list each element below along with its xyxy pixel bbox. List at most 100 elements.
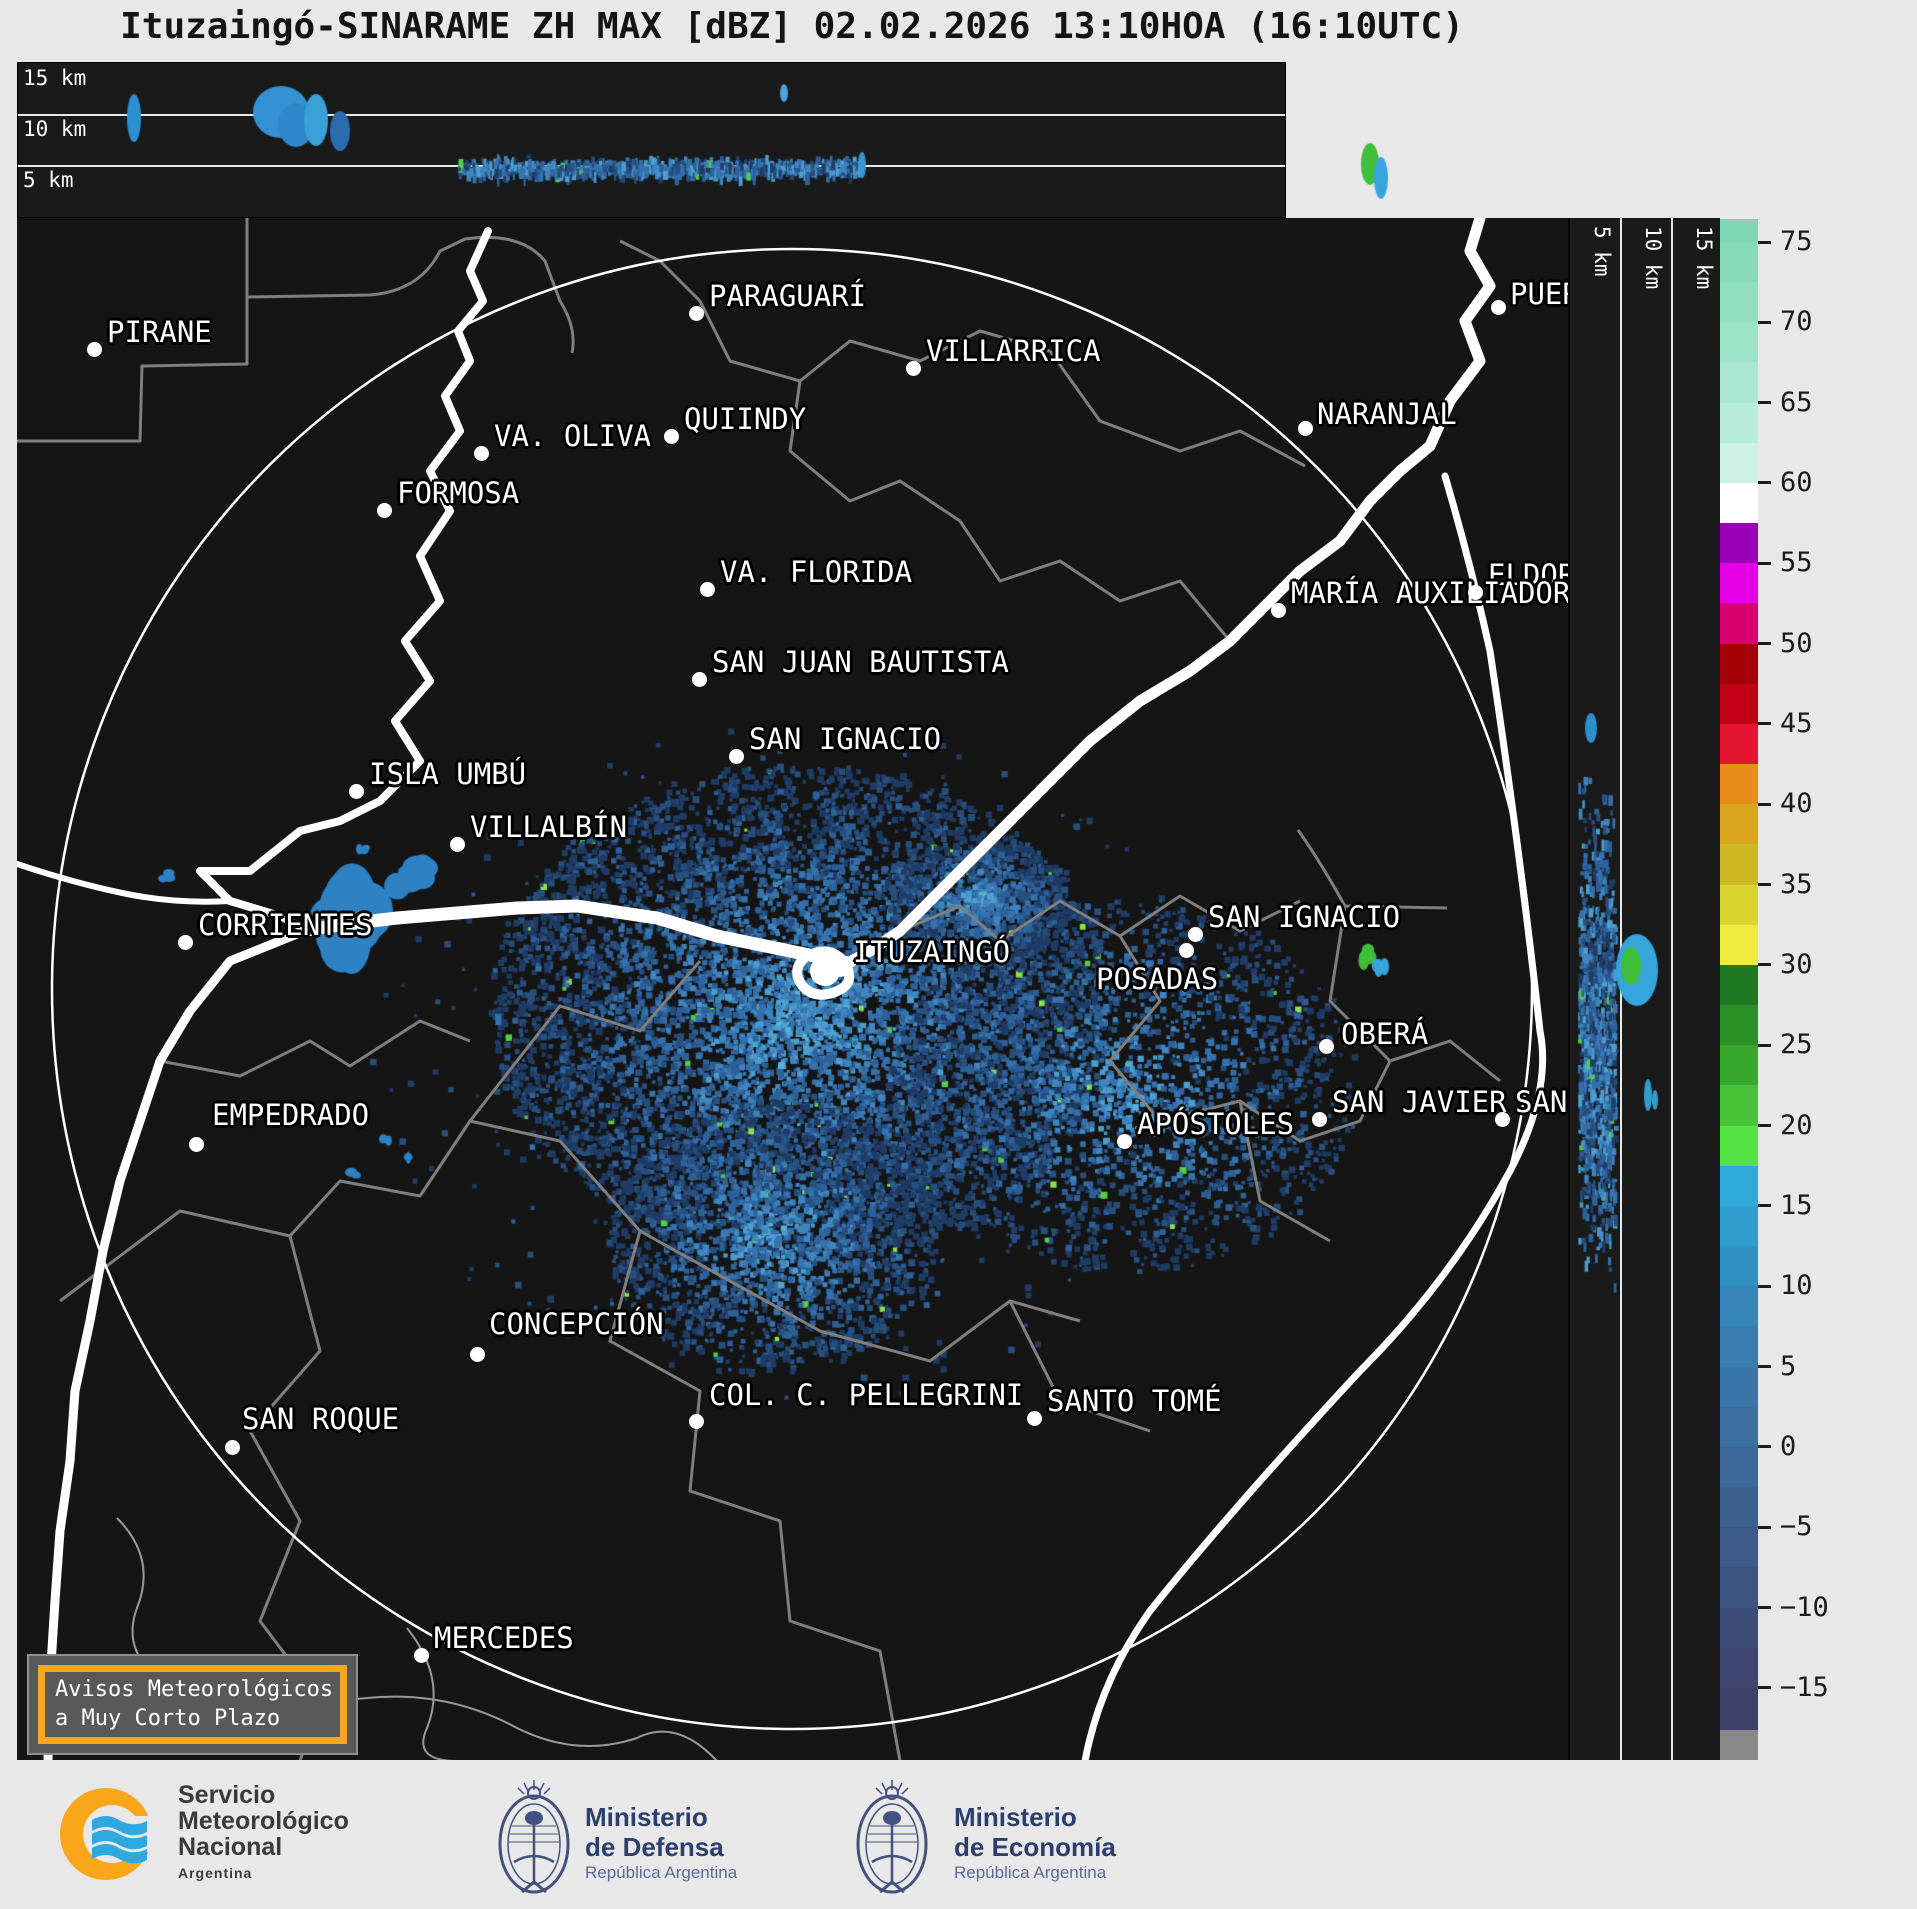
city-label: SANTO TOMÉ [1047, 1384, 1222, 1418]
colorbar-segment [1720, 1406, 1758, 1447]
colorbar-tick [1758, 561, 1771, 565]
colorbar-tick [1758, 1686, 1771, 1690]
city-dot [1491, 300, 1506, 315]
right-cross-section-panel: 5 km 10 km 15 km [1568, 218, 1720, 1760]
colorbar-segment [1720, 1607, 1758, 1648]
colorbar-tick-label: 65 [1780, 386, 1813, 418]
colorbar-tick [1758, 802, 1771, 806]
city-label: ISLA UMBÚ [369, 757, 527, 791]
city-label: VILLALBÍN [470, 810, 628, 844]
admin-borders [17, 218, 1501, 1760]
colorbar-segment [1720, 1446, 1758, 1488]
altitude-line-10km [18, 114, 1285, 116]
distance-label-5km: 5 km [1590, 226, 1614, 277]
colorbar-segment [1720, 1205, 1758, 1247]
city-dot [1495, 1112, 1510, 1127]
economia-wordmark: Ministerio de Economía República Argenti… [954, 1802, 1116, 1882]
colorbar-tick [1758, 642, 1771, 646]
city-label: COL. C. PELLEGRINI [709, 1378, 1024, 1412]
colorbar-segment [1720, 723, 1758, 765]
smn-logo-icon [60, 1788, 153, 1880]
colorbar-segment [1720, 563, 1758, 604]
city-dot [1027, 1411, 1042, 1426]
colorbar-tick-label: 40 [1780, 788, 1813, 820]
radar-range-ring [50, 247, 1534, 1731]
colorbar-segment [1720, 804, 1758, 845]
colorbar-tick-label: 45 [1780, 707, 1813, 739]
colorbar-segment [1720, 282, 1758, 323]
colorbar-segment [1720, 764, 1758, 805]
top-cross-section-panel: 15 km 10 km 5 km [17, 62, 1286, 218]
colorbar-segment [1720, 1005, 1758, 1046]
city-label: ITUZAINGÓ [853, 935, 1011, 969]
city-dot [349, 784, 364, 799]
colorbar-segment [1720, 362, 1758, 403]
colorbar-segment [1720, 1567, 1758, 1608]
colorbar-tick-label: 10 [1780, 1270, 1813, 1302]
colorbar-segment [1720, 482, 1758, 524]
colorbar-segment [1720, 1286, 1758, 1327]
city-dot [1298, 421, 1313, 436]
colorbar-segment [1720, 1165, 1758, 1206]
colorbar-tick-label: 0 [1780, 1430, 1797, 1462]
city-label: SAN ROQUE [242, 1402, 400, 1436]
city-label: VA. FLORIDA [720, 555, 913, 589]
colorbar-tick-label: 50 [1780, 627, 1813, 659]
colorbar-segment [1720, 1045, 1758, 1086]
colorbar-tick-label: 60 [1780, 466, 1813, 498]
city-dot [700, 582, 715, 597]
colorbar-segment [1720, 603, 1758, 644]
colorbar-tick [1758, 1204, 1771, 1208]
colorbar-segment [1720, 964, 1758, 1006]
colorbar-segment [1720, 1246, 1758, 1287]
colorbar-segment [1720, 1366, 1758, 1407]
altitude-label-5km: 5 km [23, 168, 74, 192]
city-label: SAN JAVIER [1332, 1085, 1507, 1119]
colorbar-tick [1758, 963, 1771, 967]
city-label: MERCEDES [434, 1621, 574, 1655]
economia-seal-icon [856, 1780, 928, 1894]
colorbar-segment [1720, 242, 1758, 283]
distance-label-15km: 15 km [1692, 226, 1716, 290]
city-label: SAN JUAN BAUTISTA [712, 645, 1009, 679]
city-dot [1179, 943, 1194, 958]
city-label: NARANJAL [1317, 397, 1457, 431]
colorbar-tick [1758, 1365, 1771, 1369]
colorbar-tick-label: −10 [1780, 1591, 1829, 1623]
dbz-colorbar [1720, 219, 1758, 1760]
colorbar-tick-label: −5 [1780, 1511, 1813, 1543]
city-dot [664, 429, 679, 444]
city-dot [87, 342, 102, 357]
colorbar-segment [1720, 442, 1758, 483]
colorbar-segment [1720, 402, 1758, 443]
city-label: SAN [1515, 1085, 1568, 1119]
city-label: FORMOSA [397, 476, 520, 510]
colorbar-segment [1720, 643, 1758, 684]
colorbar-segment [1720, 219, 1758, 242]
city-dot [729, 749, 744, 764]
city-dot [450, 837, 465, 852]
colorbar-tick [1758, 1525, 1771, 1529]
smn-wordmark: Servicio Meteorológico Nacional Argentin… [178, 1781, 349, 1881]
city-dot [692, 672, 707, 687]
page-title: Ituzaingó-SINARAME ZH MAX [dBZ] 02.02.20… [120, 6, 1464, 47]
colorbar-segment [1720, 924, 1758, 965]
colorbar-tick-label: 35 [1780, 868, 1813, 900]
colorbar-segment [1720, 1647, 1758, 1688]
city-label: SAN IGNACIO [749, 722, 942, 756]
colorbar-tick [1758, 883, 1771, 887]
city-label: VA. OLIVA [494, 419, 652, 453]
city-dot [414, 1648, 429, 1663]
city-label: QUIINDY [684, 402, 807, 436]
city-dot [833, 962, 848, 977]
distance-line-5km [1620, 218, 1622, 1760]
colorbar-segment [1720, 1687, 1758, 1730]
colorbar-tick [1758, 1606, 1771, 1610]
colorbar-segment [1720, 322, 1758, 363]
colorbar-tick [1758, 1043, 1771, 1047]
altitude-label-10km: 10 km [23, 117, 87, 141]
city-label: CORRIENTES [198, 908, 373, 942]
city-label: EMPEDRADO [212, 1098, 370, 1132]
city-dot [225, 1440, 240, 1455]
